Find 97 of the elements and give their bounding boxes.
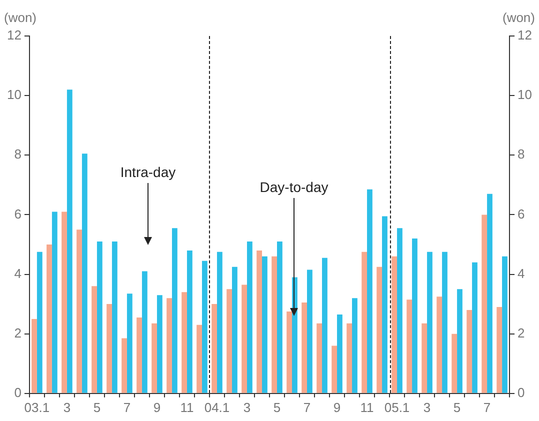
- bar: [136, 317, 142, 393]
- bar: [316, 323, 322, 393]
- y2-tick-label: 12: [518, 28, 532, 43]
- bar: [232, 266, 238, 393]
- bar: [216, 252, 222, 393]
- bar: [412, 238, 418, 393]
- bar: [32, 318, 37, 393]
- bar: [212, 304, 217, 393]
- bar: [112, 242, 118, 393]
- bar: [152, 323, 157, 393]
- y2-tick-label: 2: [518, 325, 525, 340]
- bar: [382, 216, 388, 393]
- x-tick-label: 03.1: [24, 400, 50, 415]
- bar: [202, 260, 208, 393]
- bar: [272, 256, 277, 393]
- text: Intra-day: [120, 164, 176, 180]
- bar: [322, 258, 328, 393]
- bar: [76, 230, 82, 393]
- y2-axis-title: (won): [502, 10, 535, 25]
- bar: [452, 334, 458, 393]
- bar: [196, 324, 202, 393]
- bar: [142, 271, 148, 393]
- y-tick-label: 0: [14, 384, 22, 400]
- bar: [172, 228, 178, 393]
- bar: [96, 242, 102, 393]
- bar: [466, 310, 472, 393]
- bar: [92, 286, 97, 393]
- x-tick-label: 7: [303, 400, 311, 415]
- bar: [226, 289, 232, 393]
- bar: [52, 212, 58, 393]
- bar: [62, 212, 67, 393]
- bar: [307, 270, 312, 393]
- y-tick-label: 6: [14, 206, 22, 222]
- x-tick-label: 5: [93, 400, 101, 415]
- bar: [442, 252, 448, 393]
- bar: [337, 314, 342, 393]
- bar: [256, 250, 262, 393]
- bar: [332, 346, 338, 393]
- bar: [487, 194, 492, 393]
- y-tick-label: 2: [14, 325, 22, 340]
- bar: [166, 298, 172, 393]
- bar: [122, 338, 127, 393]
- x-tick-label: 3: [243, 400, 251, 415]
- bar: [156, 295, 162, 393]
- bar: [186, 250, 192, 393]
- y-tick-label: 10: [6, 87, 22, 102]
- y-axis-title: (won): [4, 10, 37, 25]
- y-tick-label: 8: [14, 146, 22, 162]
- y2-tick-label: 6: [518, 206, 525, 222]
- bar: [436, 296, 442, 393]
- x-tick-label: 11: [360, 400, 374, 415]
- y-tick-label: 12: [6, 28, 22, 43]
- bar: [36, 252, 42, 393]
- x-tick-label: 5: [273, 400, 281, 415]
- y2-tick-label: 10: [518, 87, 532, 102]
- x-tick-label: 7: [483, 400, 491, 415]
- x-tick-label: 3: [63, 400, 71, 415]
- bar: [346, 323, 352, 393]
- x-tick-label: 5: [453, 400, 461, 415]
- text: Day-to-day: [260, 179, 328, 195]
- bar: [242, 284, 247, 393]
- y2-tick-label: 4: [518, 266, 525, 281]
- bar: [367, 189, 372, 393]
- bar: [502, 256, 508, 393]
- bar: [82, 154, 88, 393]
- bar: [46, 244, 52, 393]
- bar: [457, 289, 462, 393]
- bar: [302, 302, 308, 393]
- bar: [397, 228, 402, 393]
- bar: [106, 304, 112, 393]
- bar: [376, 266, 382, 393]
- x-tick-label: 9: [153, 400, 161, 415]
- bar: [126, 294, 132, 393]
- bar: [422, 323, 428, 393]
- bar: [277, 242, 282, 393]
- x-tick-label: 9: [333, 400, 341, 415]
- y2-tick-label: 8: [518, 146, 525, 162]
- bar: [352, 298, 358, 393]
- bar: [427, 252, 432, 393]
- bar: [392, 256, 398, 393]
- bar: [262, 256, 268, 393]
- x-tick-label: 11: [180, 400, 194, 415]
- x-tick-label: 3: [423, 400, 431, 415]
- x-tick-label: 7: [123, 400, 131, 415]
- y-tick-label: 4: [14, 266, 22, 281]
- bar: [182, 292, 187, 393]
- x-tick-label: 05.1: [384, 400, 410, 415]
- bar: [66, 90, 72, 393]
- bar: [362, 252, 368, 393]
- bar: [472, 262, 478, 393]
- bar: [496, 307, 502, 393]
- bar: [482, 214, 488, 393]
- x-tick-label: 04.1: [204, 400, 230, 415]
- bar: [286, 311, 292, 393]
- y2-tick-label: 0: [518, 384, 525, 400]
- bar: [406, 300, 412, 393]
- bar: [246, 242, 252, 393]
